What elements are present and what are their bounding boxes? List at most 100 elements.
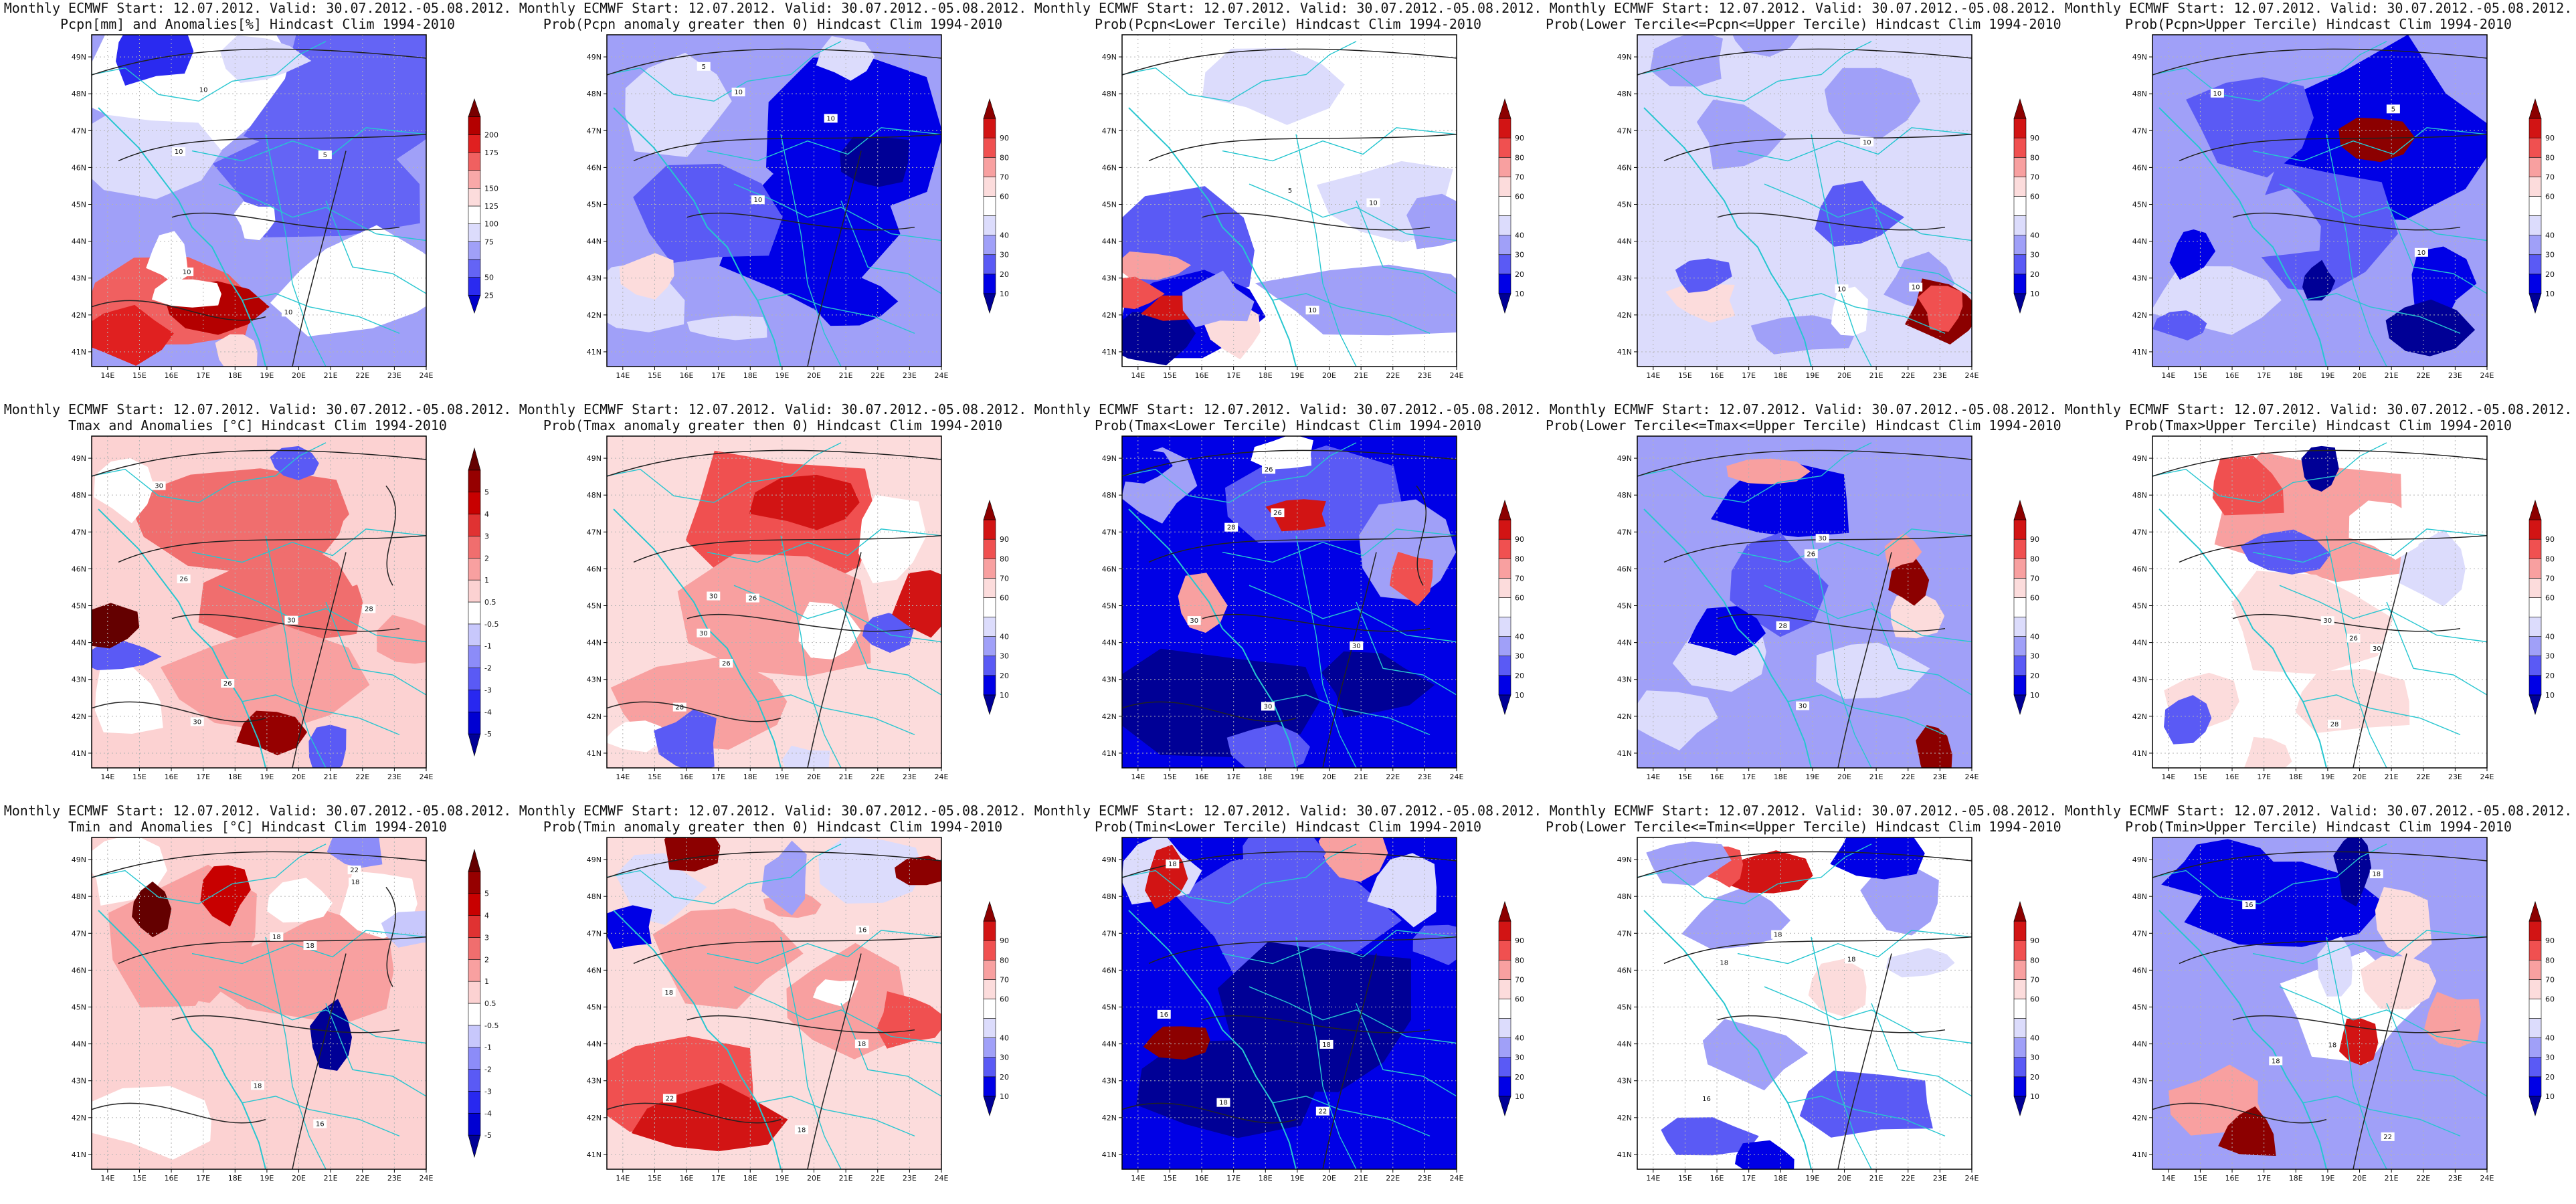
y-tick-label: 45N (587, 201, 602, 209)
x-tick-label: 16E (1195, 371, 1209, 380)
map-frame (1121, 34, 1457, 367)
country-border (1122, 442, 1357, 503)
x-tick-label: 15E (648, 1174, 662, 1183)
contour-label: 30 (2323, 617, 2332, 625)
colorbar-swatch (983, 538, 996, 559)
colorbar-label: 30 (1000, 1054, 1009, 1062)
contour-label: 28 (675, 704, 684, 712)
contour-label-box (1845, 955, 1859, 964)
colorbar-swatch (983, 597, 996, 617)
contour-label: 16 (858, 927, 867, 934)
colorbar-swatch (2013, 999, 2027, 1019)
colorbar-label: 70 (1000, 173, 1009, 181)
colorbar-swatch (468, 981, 481, 1004)
colorbar-swatch (983, 1076, 996, 1097)
x-tick-label: 14E (616, 1174, 630, 1183)
x-tick-label: 14E (2161, 773, 2175, 781)
field-region (2375, 887, 2432, 961)
y-tick-label: 47N (1617, 929, 1632, 938)
contour-label-box (1224, 522, 1238, 532)
country-border (2386, 1003, 2487, 1097)
map-panel: Monthly ECMWF Start: 12.07.2012. Valid: … (2061, 803, 2576, 1204)
country-border (218, 183, 426, 241)
contour-label-box (1350, 641, 1364, 650)
colorbar-label: 40 (2545, 1034, 2555, 1043)
x-tick-label: 17E (711, 773, 725, 781)
contour-line (1663, 535, 1972, 563)
field-region (234, 201, 276, 241)
field-region (1122, 447, 1173, 484)
country-border (242, 293, 400, 334)
contour-label: 16 (1702, 1096, 1711, 1103)
coastline (613, 910, 781, 1169)
colorbar-label: -1 (484, 642, 492, 651)
colorbar-swatch (468, 733, 481, 757)
colorbar-label: 40 (2545, 231, 2555, 240)
y-tick-label: 44N (1617, 639, 1632, 647)
field-region (1824, 68, 1921, 138)
y-tick-label: 46N (1617, 966, 1632, 975)
colorbar-label: 60 (1000, 593, 1009, 602)
x-tick-label: 16E (2225, 1174, 2239, 1183)
contour-label-box (1771, 930, 1785, 939)
panel-title-line1: Monthly ECMWF Start: 12.07.2012. Valid: … (2064, 401, 2573, 417)
colorbar-swatch (2528, 578, 2542, 598)
contour-line (92, 1102, 266, 1124)
colorbar-swatch (1498, 656, 1511, 676)
x-tick-label: 20E (2353, 371, 2367, 380)
contour-label: 26 (1807, 550, 1815, 558)
colorbar-swatch (2013, 578, 2027, 598)
x-tick-label: 22E (870, 773, 885, 781)
colorbar-swatch (2013, 538, 2027, 559)
y-tick-label: 43N (1102, 1077, 1117, 1086)
country-border (1811, 535, 1872, 768)
colorbar-label: 90 (1515, 134, 1524, 142)
panel-title: Monthly ECMWF Start: 12.07.2012. Valid: … (2061, 0, 2576, 32)
x-tick-label: 21E (324, 773, 338, 781)
y-tick-label: 42N (72, 1114, 86, 1122)
colorbar-swatch (468, 116, 481, 135)
colorbar-swatch (983, 979, 996, 999)
contour-label-box (1157, 1009, 1171, 1019)
contour-label-box (1835, 284, 1849, 294)
contour-label-box (2381, 1132, 2395, 1141)
contour-label: 30 (1264, 703, 1273, 710)
colorbar-label: 5 (484, 488, 489, 497)
colorbar-swatch (468, 514, 481, 536)
y-tick-label: 41N (2132, 749, 2147, 758)
y-tick-label: 45N (1102, 602, 1117, 611)
field-region (892, 570, 941, 638)
colorbar-swatch (1498, 1076, 1511, 1097)
colorbar: 10 20 30 40 60 70 80 90 (1498, 98, 1524, 314)
colorbar-swatch (983, 940, 996, 961)
colorbar-label: 2 (484, 554, 489, 563)
contour-label: 18 (2372, 871, 2381, 878)
contour-label-box (745, 593, 759, 603)
field-region (1665, 283, 1736, 323)
colorbar-label: 60 (2030, 995, 2039, 1003)
colorbar-swatch (2013, 900, 2027, 922)
colorbar-swatch (468, 277, 481, 296)
contour-label: 26 (748, 595, 757, 603)
colorbar-label: 90 (1000, 936, 1009, 945)
field-region (1890, 591, 1945, 639)
field-region (607, 720, 668, 752)
contour-line (1322, 552, 1377, 768)
country-border (607, 442, 842, 503)
colorbar-label: 10 (1000, 290, 1009, 298)
colorbar-label: 60 (2545, 995, 2555, 1003)
x-tick-label: 17E (711, 1174, 725, 1183)
x-tick-label: 22E (2416, 1174, 2430, 1183)
map-frame (2152, 837, 2488, 1170)
field-region (2317, 936, 2353, 997)
colorbar-swatch (2528, 1018, 2542, 1038)
contour-label: 18 (306, 942, 314, 950)
colorbar-label: 60 (1515, 995, 1524, 1003)
x-tick-label: 16E (165, 1174, 179, 1183)
contour-label: 5 (2391, 106, 2395, 113)
country-border (1637, 442, 1872, 503)
x-tick-label: 15E (2193, 773, 2207, 781)
field-region (840, 136, 909, 187)
x-tick-label: 19E (1805, 371, 1819, 380)
colorbar-label: 10 (2545, 691, 2555, 700)
